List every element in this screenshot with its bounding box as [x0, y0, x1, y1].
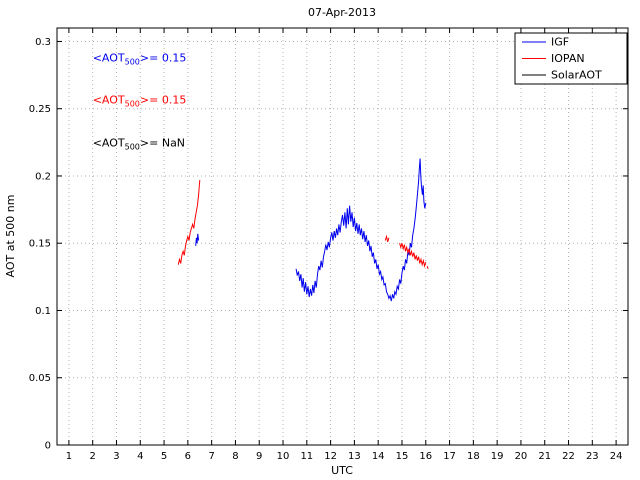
x-tick-label: 20: [515, 451, 528, 462]
x-tick-label: 12: [324, 451, 337, 462]
x-tick-label: 14: [372, 451, 385, 462]
mean-aot-text: <AOT500>= 0.15: [93, 52, 187, 67]
y-tick-label: 0.1: [35, 306, 51, 317]
x-tick-label: 2: [90, 451, 96, 462]
x-tick-label: 8: [232, 451, 238, 462]
y-tick-label: 0.15: [29, 239, 51, 250]
series-line-igf: [195, 233, 200, 246]
x-tick-label: 10: [277, 451, 290, 462]
legend-label-igf: IGF: [551, 36, 569, 49]
series-igf: [195, 158, 427, 302]
legend-label-solaraot: SolarAOT: [551, 69, 602, 82]
series-line-iopan: [426, 265, 429, 270]
x-tick-label: 6: [185, 451, 191, 462]
y-tick-label: 0.25: [29, 104, 51, 115]
grid-lines: [57, 28, 628, 445]
x-tick-label: 9: [256, 451, 262, 462]
x-tick-label: 1: [66, 451, 72, 462]
x-tick-label: 22: [562, 451, 575, 462]
data-series: [177, 158, 429, 302]
x-tick-label: 3: [113, 451, 119, 462]
chart-title: 07-Apr-2013: [308, 6, 376, 19]
x-tick-label: 5: [161, 451, 167, 462]
axes: 1 2 3 4 5 6 7 8 9 10 11 12 13 14 15 16 17 18 19 20 21 22 23 240…: [29, 27, 629, 462]
series-line-iopan: [384, 234, 390, 243]
y-tick-label: 0.2: [35, 171, 51, 182]
x-tick-label: 15: [396, 451, 409, 462]
mean-aot-text: <AOT500>= NaN: [93, 136, 185, 151]
x-axis-label: UTC: [331, 464, 353, 477]
x-tick-label: 17: [443, 451, 456, 462]
x-tick-label: 23: [586, 451, 599, 462]
x-tick-label: 13: [348, 451, 361, 462]
series-iopan: [177, 179, 429, 270]
series-line-iopan: [399, 243, 427, 269]
y-tick-label: 0: [45, 441, 51, 452]
x-tick-label: 11: [300, 451, 313, 462]
x-tick-label: 16: [419, 451, 432, 462]
x-tick-label: 24: [610, 451, 623, 462]
series-line-iopan: [177, 179, 201, 265]
x-tick-label: 18: [467, 451, 480, 462]
x-tick-label: 19: [491, 451, 504, 462]
axes-box: [56, 27, 629, 446]
y-axis-label: AOT at 500 nm: [4, 195, 17, 278]
series-line-igf: [295, 158, 427, 302]
y-tick-label: 0.05: [29, 373, 51, 384]
legend[interactable]: IGF IOPAN SolarAOT: [514, 32, 628, 85]
legend-label-iopan: IOPAN: [551, 52, 585, 65]
x-tick-label: 4: [137, 451, 143, 462]
y-tick-label: 0.3: [35, 37, 51, 48]
x-tick-label: 7: [208, 451, 214, 462]
mean-aot-annotations: <AOT500>= 0.15 <AOT500>= 0.15 <AOT500>= Na…: [93, 52, 187, 152]
x-tick-label: 21: [538, 451, 551, 462]
mean-aot-text: <AOT500>= 0.15: [93, 93, 187, 108]
